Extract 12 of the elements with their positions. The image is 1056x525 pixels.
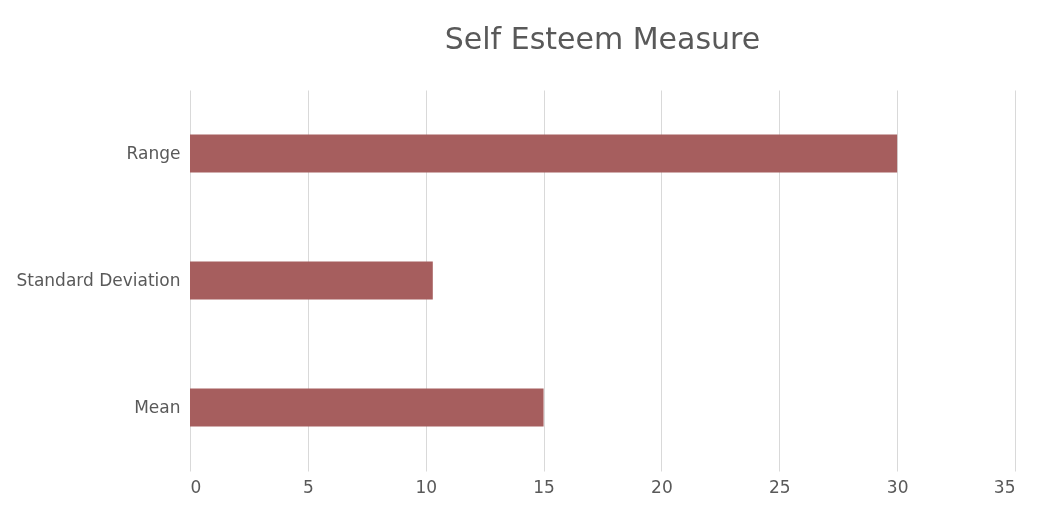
chart-title: Self Esteem Measure [444,21,761,56]
x-tick-label: 15 [533,476,555,497]
x-tick-label: 20 [651,476,673,497]
x-tick-label: 35 [993,476,1016,497]
y-tick-label: Range [126,142,181,163]
y-tick-label: Mean [134,396,181,417]
y-tick-label: Standard Deviation [16,269,181,290]
x-tick-label: 5 [302,476,314,497]
x-tick-label: 0 [190,476,202,497]
x-tick-label: 10 [415,476,438,497]
x-tick-label: 25 [768,476,791,497]
x-tick-label: 30 [886,476,909,497]
